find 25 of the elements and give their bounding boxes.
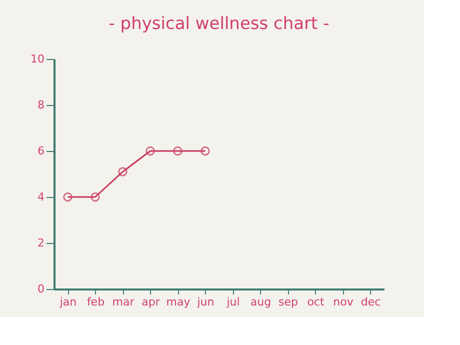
x-tick-label: oct (307, 296, 325, 308)
y-tick-label: 6 (38, 144, 44, 158)
y-tick-label: 0 (38, 282, 44, 296)
x-tick-label: nov (333, 296, 354, 308)
y-tick-label: 8 (38, 98, 44, 112)
x-tick-label: jan (58, 296, 77, 308)
point (173, 146, 182, 156)
chart-title: - physical wellness chart - (108, 14, 330, 34)
point (200, 146, 210, 156)
point (146, 146, 155, 156)
x-tick-label: sep (278, 296, 298, 308)
x-tick-label: mar (112, 296, 135, 308)
x-tick-label: aug (250, 296, 272, 308)
x-tick-label: jul (226, 296, 240, 308)
point (63, 192, 72, 202)
x-tick-label: apr (142, 296, 160, 308)
y-tick-label: 10 (30, 52, 44, 66)
x-tick-label: jun (196, 296, 214, 308)
y-tick-label: 4 (38, 190, 44, 204)
point (118, 167, 128, 176)
x-tick-label: feb (86, 296, 105, 308)
point (90, 192, 100, 202)
x-tick-label: dec (360, 296, 381, 308)
y-tick-label: 2 (38, 236, 44, 250)
x-tick-label: may (166, 296, 191, 308)
